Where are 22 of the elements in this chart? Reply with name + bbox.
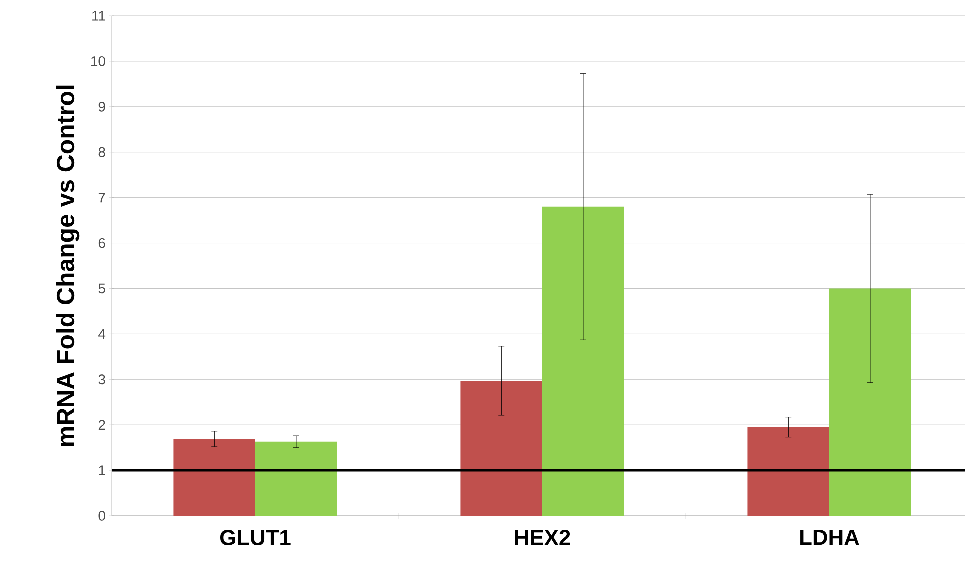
bar: [256, 442, 338, 516]
y-tick-label: 0: [98, 511, 106, 521]
y-tick-label: 4: [98, 329, 106, 339]
x-tick-label: HEX2: [515, 530, 570, 546]
y-tick-label: 5: [98, 284, 106, 294]
y-tick-label: 3: [98, 374, 106, 385]
y-tick-label: 11: [92, 11, 106, 21]
bar: [460, 380, 543, 516]
x-tick-label: LDHA: [800, 530, 860, 546]
y-tick-label: 7: [98, 193, 106, 203]
x-tick-label: GLUT1: [220, 530, 291, 546]
bar: [174, 439, 256, 516]
y-tick-label: 2: [98, 420, 106, 430]
y-tick-label: 9: [98, 102, 106, 112]
y-tick-label: 10: [92, 56, 106, 66]
y-axis-title: mRNA Fold Change vs Control: [56, 86, 80, 446]
bar: [830, 288, 912, 516]
y-tick-label: 1: [99, 466, 106, 476]
bar: [542, 206, 624, 516]
y-tick-label: 6: [98, 238, 106, 248]
bar: [748, 427, 830, 516]
y-tick-label: 8: [98, 147, 106, 158]
